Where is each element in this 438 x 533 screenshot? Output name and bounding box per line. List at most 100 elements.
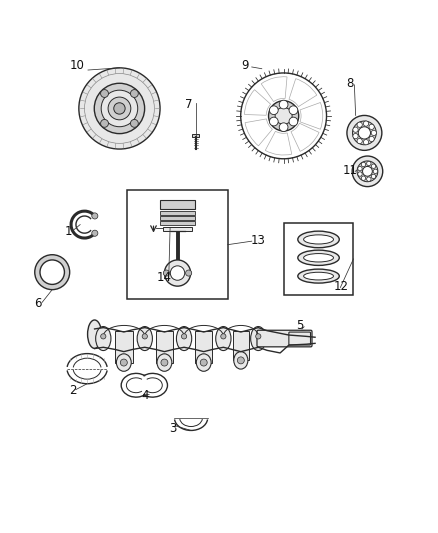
Bar xyxy=(127,190,228,299)
Bar xyxy=(115,330,133,362)
Circle shape xyxy=(40,260,64,285)
Circle shape xyxy=(131,119,138,127)
Circle shape xyxy=(120,359,127,366)
Circle shape xyxy=(367,177,371,181)
Circle shape xyxy=(268,101,299,131)
Circle shape xyxy=(101,90,109,98)
Circle shape xyxy=(371,130,376,135)
Circle shape xyxy=(131,90,138,98)
Circle shape xyxy=(279,100,288,109)
Wedge shape xyxy=(245,119,272,146)
Circle shape xyxy=(101,90,138,127)
Circle shape xyxy=(361,176,366,180)
Ellipse shape xyxy=(304,254,333,262)
Text: 5: 5 xyxy=(296,319,304,332)
Circle shape xyxy=(369,124,374,130)
Ellipse shape xyxy=(298,269,339,283)
Circle shape xyxy=(289,106,298,115)
Ellipse shape xyxy=(157,354,172,372)
Circle shape xyxy=(357,161,378,182)
Circle shape xyxy=(94,83,145,134)
Circle shape xyxy=(186,270,192,276)
Text: 2: 2 xyxy=(69,384,77,398)
Circle shape xyxy=(352,156,383,187)
Circle shape xyxy=(221,334,226,339)
Circle shape xyxy=(289,117,298,126)
Circle shape xyxy=(371,174,376,179)
Bar xyxy=(195,330,212,362)
Circle shape xyxy=(114,103,125,114)
Bar xyxy=(233,330,249,360)
Text: 3: 3 xyxy=(170,422,177,434)
Circle shape xyxy=(353,127,358,132)
Circle shape xyxy=(163,270,170,276)
Circle shape xyxy=(358,127,371,139)
Text: 6: 6 xyxy=(34,297,42,310)
Wedge shape xyxy=(265,131,292,155)
Circle shape xyxy=(373,169,378,174)
Circle shape xyxy=(142,334,148,339)
Circle shape xyxy=(269,106,278,115)
Text: 11: 11 xyxy=(343,164,357,177)
Wedge shape xyxy=(261,77,287,102)
Ellipse shape xyxy=(251,327,266,351)
Ellipse shape xyxy=(137,327,152,351)
Circle shape xyxy=(101,119,109,127)
Circle shape xyxy=(358,172,362,176)
Circle shape xyxy=(101,334,106,339)
Circle shape xyxy=(164,260,191,286)
Circle shape xyxy=(92,230,98,236)
Circle shape xyxy=(358,166,362,171)
Ellipse shape xyxy=(297,330,307,338)
Ellipse shape xyxy=(304,272,333,280)
Ellipse shape xyxy=(234,352,248,369)
Circle shape xyxy=(161,359,168,366)
Circle shape xyxy=(347,116,382,150)
Circle shape xyxy=(181,334,187,339)
Bar xyxy=(192,134,199,138)
Circle shape xyxy=(279,123,288,132)
Ellipse shape xyxy=(298,250,339,265)
Circle shape xyxy=(353,121,376,145)
Text: 14: 14 xyxy=(157,271,172,284)
Ellipse shape xyxy=(304,235,333,244)
Circle shape xyxy=(256,334,261,339)
Ellipse shape xyxy=(216,327,231,351)
Circle shape xyxy=(269,117,278,126)
Circle shape xyxy=(85,74,154,143)
Text: 10: 10 xyxy=(70,59,85,72)
Circle shape xyxy=(364,121,369,126)
Circle shape xyxy=(367,161,371,166)
Circle shape xyxy=(241,73,326,159)
Text: 1: 1 xyxy=(65,225,72,238)
Wedge shape xyxy=(244,90,271,115)
FancyBboxPatch shape xyxy=(289,332,311,345)
Text: 7: 7 xyxy=(185,99,192,111)
Circle shape xyxy=(357,139,362,144)
Circle shape xyxy=(275,107,292,124)
Circle shape xyxy=(361,162,366,167)
Circle shape xyxy=(237,357,244,364)
Text: 12: 12 xyxy=(334,280,349,293)
Wedge shape xyxy=(289,79,317,107)
Circle shape xyxy=(369,136,374,142)
Bar xyxy=(284,223,353,295)
Bar xyxy=(160,200,195,209)
Circle shape xyxy=(108,97,131,120)
Bar xyxy=(160,216,195,220)
Circle shape xyxy=(35,255,70,289)
Circle shape xyxy=(92,213,98,219)
Bar xyxy=(160,221,195,225)
Circle shape xyxy=(357,122,362,127)
Circle shape xyxy=(353,133,358,139)
Wedge shape xyxy=(300,102,323,130)
Text: 8: 8 xyxy=(346,77,353,90)
Circle shape xyxy=(79,68,160,149)
Bar xyxy=(155,330,173,362)
FancyBboxPatch shape xyxy=(257,330,312,347)
Circle shape xyxy=(200,359,207,366)
Circle shape xyxy=(170,266,185,280)
Ellipse shape xyxy=(298,231,339,248)
Text: 13: 13 xyxy=(251,234,266,247)
Ellipse shape xyxy=(196,354,211,372)
